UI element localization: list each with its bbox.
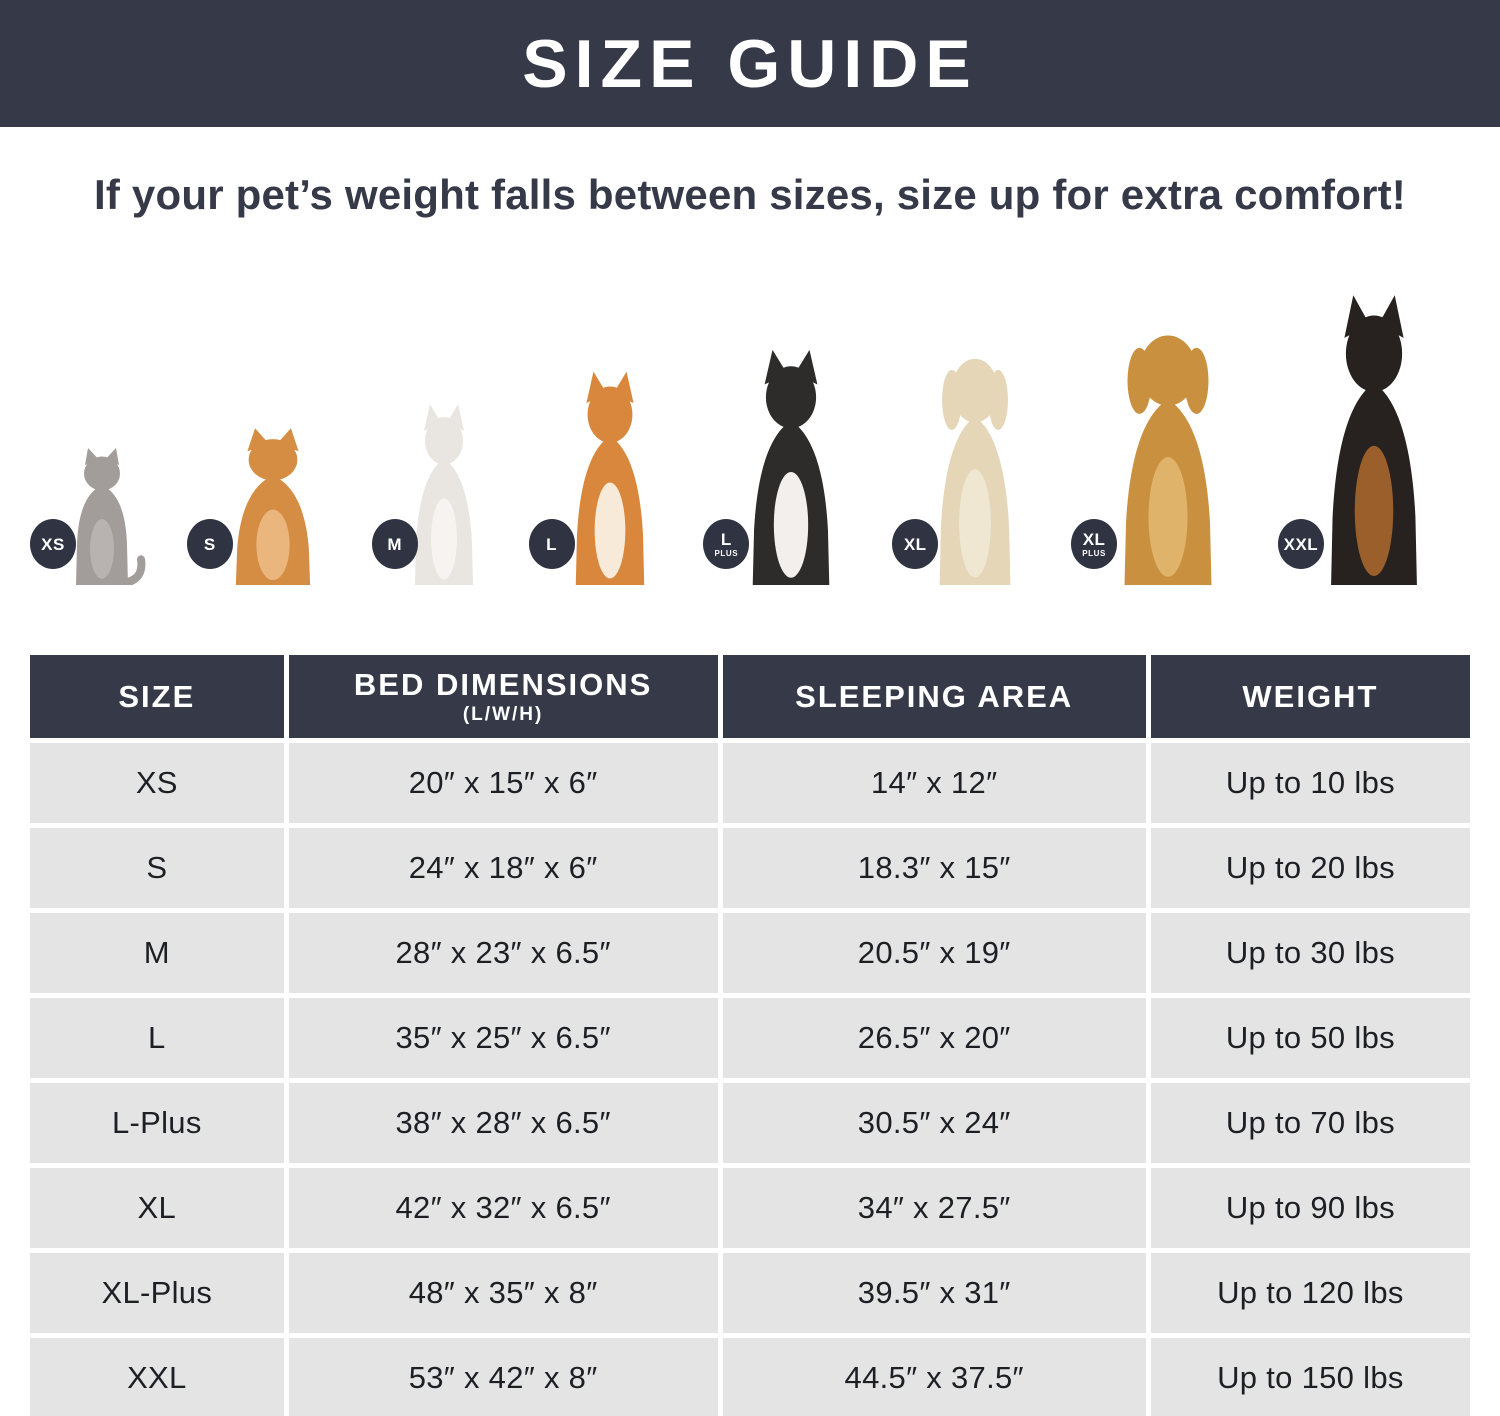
column-header-size: SIZE [30, 655, 284, 738]
size-badge-xl-plus: XL PLUS [1071, 519, 1118, 569]
table-cell-sleeping-area: 34″ x 27.5″ [722, 1168, 1146, 1248]
table-cell-weight: Up to 30 lbs [1150, 913, 1470, 993]
pet-figure-l: L [528, 370, 669, 585]
pet-figure-xs: XS [30, 447, 152, 585]
size-badge-s: S [186, 519, 233, 569]
sizing-hint-text: If your pet’s weight falls between sizes… [94, 171, 1406, 218]
table-cell-sleeping-area: 18.3″ x 15″ [722, 828, 1146, 908]
pet-size-illustrations: XS S M L L PLUS XL [30, 275, 1448, 585]
table-cell-size: S [30, 828, 284, 908]
size-badge-label: XXL [1283, 534, 1319, 554]
table-cell-weight: Up to 90 lbs [1150, 1168, 1470, 1248]
table-cell-size: L [30, 998, 284, 1078]
table-cell-bed-dimensions: 28″ x 23″ x 6.5″ [288, 913, 718, 993]
table-cell-size: XL [30, 1168, 284, 1248]
page-title: SIZE GUIDE [522, 25, 978, 102]
size-badge-label: M [387, 534, 403, 554]
table-cell-bed-dimensions: 38″ x 28″ x 6.5″ [288, 1083, 718, 1163]
table-cell-sleeping-area: 20.5″ x 19″ [722, 913, 1146, 993]
table-cell-weight: Up to 70 lbs [1150, 1083, 1470, 1163]
size-badge-label: XS [41, 534, 65, 554]
table-cell-bed-dimensions: 42″ x 32″ x 6.5″ [288, 1168, 718, 1248]
pomeranian-illustration [209, 427, 337, 585]
table-cell-weight: Up to 20 lbs [1150, 828, 1470, 908]
table-cell-sleeping-area: 39.5″ x 31″ [722, 1253, 1146, 1333]
column-label: BED DIMENSIONS [353, 667, 653, 702]
table-cell-size: XS [30, 743, 284, 823]
table-cell-weight: Up to 50 lbs [1150, 998, 1470, 1078]
size-badge-label: L [720, 529, 732, 549]
title-bar: SIZE GUIDE [0, 0, 1500, 127]
table-cell-sleeping-area: 14″ x 12″ [722, 743, 1146, 823]
column-header-weight: WEIGHT [1150, 655, 1470, 738]
pet-figure-xl: XL [892, 342, 1036, 585]
size-badge-m: M [371, 519, 418, 569]
size-badge-l: L [528, 519, 575, 569]
table-cell-sleeping-area: 44.5″ x 37.5″ [722, 1338, 1146, 1416]
pet-figure-s: S [186, 427, 337, 585]
table-cell-size: M [30, 913, 284, 993]
table-cell-bed-dimensions: 48″ x 35″ x 8″ [288, 1253, 718, 1333]
column-header-sleeping-area: SLEEPING AREA [722, 655, 1146, 738]
pet-figure-xl-plus: XL PLUS [1071, 317, 1243, 585]
table-cell-size: L-Plus [30, 1083, 284, 1163]
size-badge-sublabel: PLUS [1082, 548, 1106, 558]
size-badge-sublabel: PLUS [714, 548, 739, 558]
pet-figure-l-plus: L PLUS [703, 348, 857, 585]
size-badge-label: L [546, 534, 557, 554]
column-label: SIZE [118, 678, 196, 714]
size-badge-label: XL [1082, 529, 1106, 549]
column-header-bed-dimensions: BED DIMENSIONS (L/W/H) [288, 655, 718, 738]
size-badge-l-plus: L PLUS [703, 519, 750, 569]
column-label: SLEEPING AREA [795, 678, 1074, 714]
size-badge-xxl: XXL [1277, 519, 1324, 569]
column-sublabel: (L/W/H) [462, 704, 544, 725]
table-cell-bed-dimensions: 53″ x 42″ x 8″ [288, 1338, 718, 1416]
table-cell-weight: Up to 120 lbs [1150, 1253, 1470, 1333]
table-cell-weight: Up to 10 lbs [1150, 743, 1470, 823]
cat-illustration [52, 447, 152, 585]
table-cell-sleeping-area: 26.5″ x 20″ [722, 998, 1146, 1078]
size-badge-label: XL [903, 534, 927, 554]
size-badge-xs: XS [30, 519, 76, 569]
size-guide-table: SIZE BED DIMENSIONS (L/W/H) SLEEPING ARE… [30, 655, 1470, 1416]
table-cell-bed-dimensions: 24″ x 18″ x 6″ [288, 828, 718, 908]
pet-figure-m: M [371, 403, 494, 585]
table-cell-size: XXL [30, 1338, 284, 1416]
table-cell-sleeping-area: 30.5″ x 24″ [722, 1083, 1146, 1163]
size-badge-label: S [203, 534, 216, 554]
pet-figure-xxl: XXL [1277, 293, 1448, 585]
size-badge-xl: XL [892, 519, 939, 569]
table-cell-size: XL-Plus [30, 1253, 284, 1333]
table-cell-bed-dimensions: 35″ x 25″ x 6.5″ [288, 998, 718, 1078]
table-cell-bed-dimensions: 20″ x 15″ x 6″ [288, 743, 718, 823]
table-cell-weight: Up to 150 lbs [1150, 1338, 1470, 1416]
column-label: WEIGHT [1242, 678, 1379, 714]
